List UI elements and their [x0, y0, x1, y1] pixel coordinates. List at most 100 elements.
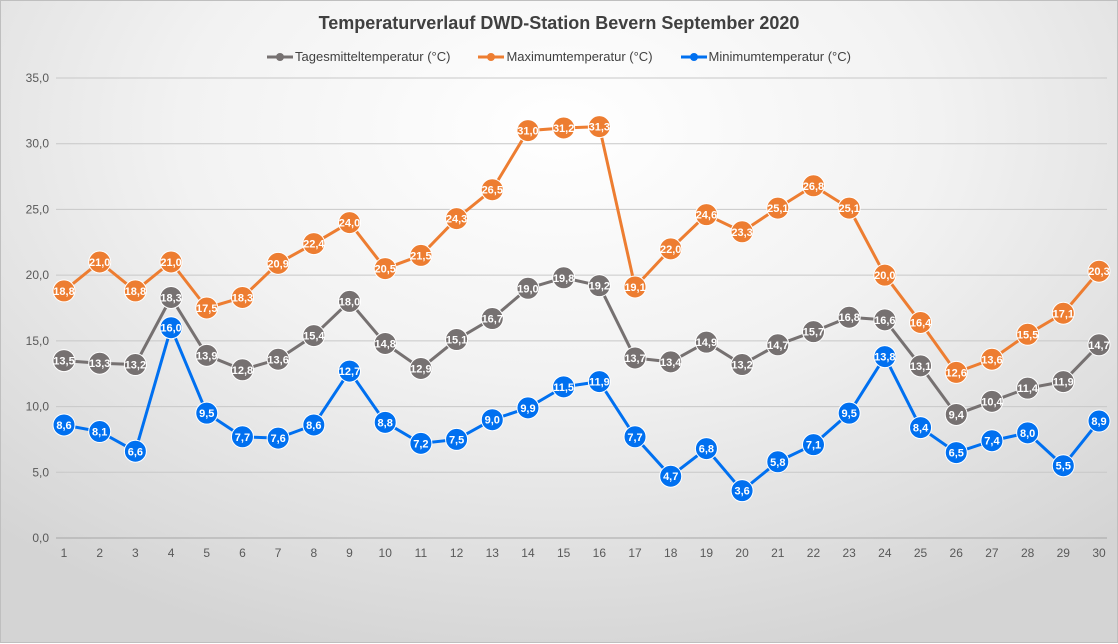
data-label: 12,7 — [339, 366, 360, 378]
data-point — [980, 429, 1004, 453]
data-point — [730, 220, 754, 244]
data-label: 6,5 — [949, 448, 964, 460]
data-point — [1016, 421, 1040, 445]
data-label: 13,2 — [731, 360, 752, 372]
data-point — [1051, 454, 1075, 478]
y-tick-label: 35,0 — [26, 71, 50, 85]
data-label: 19,8 — [553, 273, 574, 285]
data-point — [230, 425, 254, 449]
data-point — [909, 416, 933, 440]
data-label: 20,9 — [267, 258, 288, 270]
data-label: 9,9 — [520, 403, 535, 415]
y-tick-label: 25,0 — [26, 202, 50, 216]
data-label: 22,4 — [303, 239, 325, 251]
data-point — [338, 359, 362, 383]
x-tick-label: 22 — [807, 546, 821, 560]
y-tick-label: 0,0 — [32, 531, 49, 545]
data-point — [801, 174, 825, 198]
data-label: 7,4 — [984, 436, 1000, 448]
data-label: 13,1 — [910, 361, 931, 373]
data-point — [623, 425, 647, 449]
data-label: 15,4 — [303, 331, 325, 343]
data-label: 16,8 — [838, 312, 859, 324]
data-point — [552, 266, 576, 290]
data-label: 16,6 — [874, 315, 895, 327]
data-label: 8,6 — [306, 420, 321, 432]
data-label: 14,7 — [1088, 340, 1109, 352]
data-label: 17,5 — [196, 303, 217, 315]
legend-label: Maximumtemperatur (°C) — [506, 49, 653, 64]
data-point — [123, 439, 147, 463]
data-label: 12,9 — [410, 363, 431, 375]
data-label: 24,0 — [339, 218, 360, 230]
data-point — [694, 437, 718, 461]
data-label: 11,9 — [1053, 377, 1074, 389]
data-point — [445, 328, 469, 352]
data-point — [338, 211, 362, 235]
data-label: 24,6 — [696, 210, 717, 222]
data-label: 6,8 — [699, 444, 714, 456]
data-point — [195, 343, 219, 367]
series-line — [63, 326, 1101, 493]
data-point — [837, 401, 861, 425]
data-label: 12,6 — [946, 367, 967, 379]
data-label: 18,3 — [160, 292, 181, 304]
data-point — [587, 370, 611, 394]
data-label: 19,2 — [589, 281, 610, 293]
data-label: 7,7 — [235, 432, 250, 444]
data-point — [730, 353, 754, 377]
data-label: 18,3 — [232, 292, 253, 304]
data-point — [445, 427, 469, 451]
data-label: 18,0 — [339, 296, 360, 308]
data-label: 13,8 — [874, 352, 895, 364]
data-point — [1087, 409, 1111, 433]
data-point — [159, 316, 183, 340]
data-point — [873, 345, 897, 369]
data-point — [52, 279, 76, 303]
data-label: 13,5 — [53, 356, 74, 368]
data-label: 15,5 — [1017, 329, 1038, 341]
x-tick-label: 10 — [379, 546, 393, 560]
legend-marker — [680, 52, 707, 61]
x-tick-label: 14 — [521, 546, 535, 560]
data-point — [409, 243, 433, 267]
data-point — [373, 331, 397, 355]
data-point — [266, 347, 290, 371]
data-point — [195, 296, 219, 320]
x-tick-label: 4 — [168, 546, 175, 560]
data-point — [373, 410, 397, 434]
data-point — [623, 346, 647, 370]
data-label: 25,1 — [838, 203, 859, 215]
data-point — [659, 237, 683, 261]
data-point — [88, 250, 112, 274]
data-point — [766, 333, 790, 357]
data-point — [980, 347, 1004, 371]
data-point — [516, 119, 540, 143]
data-label: 31,2 — [553, 123, 574, 135]
x-tick-label: 6 — [239, 546, 246, 560]
data-label: 14,9 — [696, 337, 717, 349]
x-tick-label: 9 — [346, 546, 353, 560]
data-point — [623, 275, 647, 299]
data-label: 19,0 — [517, 283, 538, 295]
data-label: 5,5 — [1056, 461, 1071, 473]
data-point — [944, 360, 968, 384]
data-label: 13,7 — [624, 353, 645, 365]
data-label: 11,5 — [553, 382, 574, 394]
data-label: 14,7 — [767, 340, 788, 352]
data-point — [409, 356, 433, 380]
data-label: 7,1 — [806, 440, 821, 452]
data-label: 4,7 — [663, 471, 678, 483]
x-tick-label: 2 — [96, 546, 103, 560]
data-label: 8,9 — [1091, 416, 1106, 428]
data-point — [552, 375, 576, 399]
data-point — [409, 431, 433, 455]
x-tick-label: 3 — [132, 546, 139, 560]
x-tick-label: 30 — [1092, 546, 1106, 560]
data-label: 11,9 — [589, 377, 610, 389]
data-point — [944, 441, 968, 465]
data-point — [909, 354, 933, 378]
data-point — [1087, 259, 1111, 283]
data-point — [302, 413, 326, 437]
